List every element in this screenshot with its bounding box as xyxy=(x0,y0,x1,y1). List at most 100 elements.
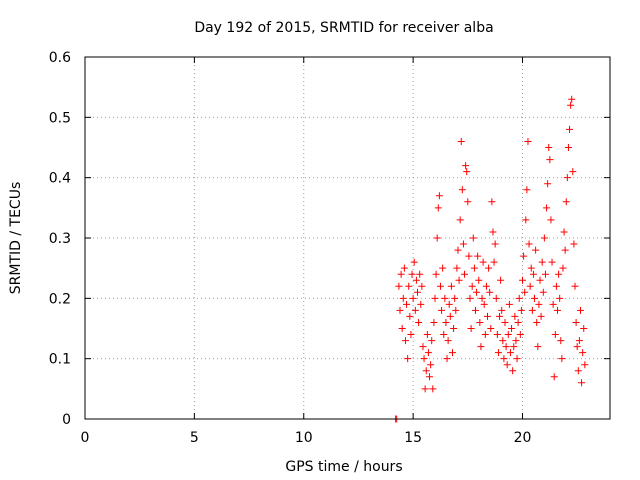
data-point xyxy=(434,204,442,212)
data-point xyxy=(401,337,409,345)
data-point xyxy=(419,343,427,351)
data-point xyxy=(486,288,494,296)
data-point xyxy=(470,264,478,272)
data-point xyxy=(430,318,438,326)
data-point xyxy=(555,270,563,278)
data-point xyxy=(417,300,425,308)
y-tick-label: 0.3 xyxy=(49,231,71,247)
data-point xyxy=(562,198,570,206)
data-point xyxy=(444,337,452,345)
data-point xyxy=(449,349,456,357)
data-point xyxy=(436,282,444,290)
data-point xyxy=(438,306,446,314)
data-point xyxy=(433,234,441,242)
data-point xyxy=(403,300,411,308)
data-point xyxy=(521,288,529,296)
data-point xyxy=(450,325,458,332)
y-tick-label: 0.1 xyxy=(49,352,71,368)
data-point xyxy=(458,186,466,194)
data-point xyxy=(435,192,443,200)
data-point xyxy=(457,137,465,145)
data-point xyxy=(528,306,536,314)
data-point xyxy=(410,258,418,266)
data-point xyxy=(545,144,553,151)
data-point xyxy=(412,276,420,284)
data-point xyxy=(570,240,578,248)
data-point xyxy=(541,270,549,278)
data-point xyxy=(536,276,544,284)
data-point xyxy=(493,331,501,339)
data-point xyxy=(502,343,510,351)
data-point xyxy=(461,270,469,278)
data-point xyxy=(547,216,555,224)
data-point xyxy=(445,300,453,308)
data-point xyxy=(406,312,414,320)
data-point xyxy=(519,276,526,284)
data-point xyxy=(423,331,431,339)
data-point xyxy=(517,306,525,314)
data-point xyxy=(399,294,407,302)
x-tick-label: 0 xyxy=(81,430,90,446)
data-point xyxy=(479,258,487,266)
data-point xyxy=(573,343,581,351)
data-point xyxy=(512,337,520,345)
data-point xyxy=(540,234,548,242)
data-point xyxy=(398,325,406,332)
y-tick-label: 0.4 xyxy=(49,171,71,187)
data-point xyxy=(429,385,437,393)
data-point xyxy=(578,379,586,387)
data-point xyxy=(440,331,448,339)
y-tick-label: 0.5 xyxy=(49,110,71,126)
data-point xyxy=(416,270,424,278)
data-point xyxy=(566,125,574,133)
data-point xyxy=(568,95,576,103)
data-point xyxy=(496,312,504,320)
data-point xyxy=(576,306,584,314)
data-point xyxy=(544,180,552,188)
data-point xyxy=(474,252,482,260)
data-points xyxy=(392,95,589,423)
data-point xyxy=(443,355,451,363)
data-point xyxy=(471,306,479,314)
data-point xyxy=(551,331,559,339)
data-point xyxy=(428,337,436,345)
data-point xyxy=(451,294,459,302)
data-point xyxy=(473,288,481,296)
x-tick-label: 10 xyxy=(295,430,313,446)
y-axis-label: SRMTID / TECUs xyxy=(8,182,24,295)
data-point xyxy=(554,306,561,314)
data-point xyxy=(543,204,551,212)
data-point xyxy=(548,258,556,266)
x-tick-label: 15 xyxy=(404,430,422,446)
x-tick-label: 20 xyxy=(514,430,532,446)
data-point xyxy=(480,300,488,308)
data-point xyxy=(494,349,502,357)
data-point xyxy=(564,144,572,151)
data-point xyxy=(442,318,450,326)
data-point xyxy=(427,361,435,369)
data-point xyxy=(453,264,461,272)
data-point xyxy=(535,300,543,308)
data-point xyxy=(488,198,496,206)
data-point xyxy=(397,270,405,278)
plot-frame xyxy=(84,56,611,420)
data-point xyxy=(485,264,493,272)
data-point xyxy=(525,240,533,248)
data-point xyxy=(557,337,565,345)
data-point xyxy=(478,294,486,302)
data-point xyxy=(534,343,542,351)
data-point xyxy=(511,312,519,320)
data-point xyxy=(497,276,505,284)
data-point xyxy=(462,162,470,170)
data-point xyxy=(569,168,577,176)
data-point xyxy=(432,270,440,278)
data-point xyxy=(561,246,569,254)
data-point xyxy=(575,337,583,345)
data-point xyxy=(567,101,575,109)
data-point xyxy=(396,306,404,314)
data-point xyxy=(475,276,483,284)
data-point xyxy=(506,349,514,357)
data-point xyxy=(559,264,567,272)
data-point xyxy=(420,355,428,363)
